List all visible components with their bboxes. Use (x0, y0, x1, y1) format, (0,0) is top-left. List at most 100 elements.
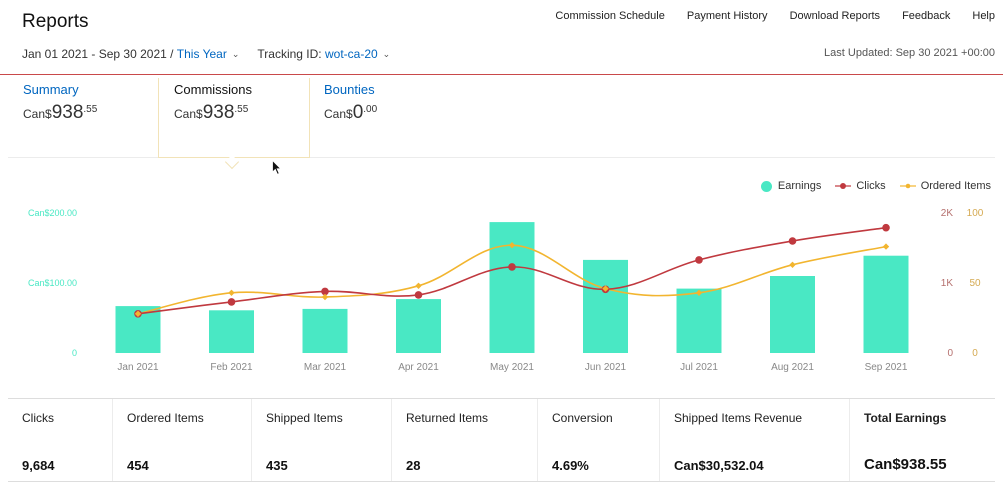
x-axis-tick-label: Mar 2021 (304, 362, 347, 373)
period-dropdown[interactable]: This Year (176, 47, 227, 61)
ordered-items-point (228, 289, 235, 296)
stat-label: Returned Items (406, 411, 489, 425)
clicks-point (695, 256, 703, 264)
amount-whole: 938 (202, 102, 235, 123)
stat-returned-items: Returned Items 28 (392, 399, 538, 481)
amount-cents: .00 (363, 104, 378, 115)
currency-prefix: Can$ (23, 107, 52, 121)
legend-ordered-items-label: Ordered Items (920, 180, 991, 192)
page-title: Reports (22, 11, 89, 32)
legend-earnings-label: Earnings (777, 180, 822, 192)
nav-payment-history[interactable]: Payment History (686, 10, 768, 22)
x-axis-tick-label: Jun 2021 (585, 362, 627, 373)
commissions-value: Can$ 938 .55 (174, 102, 252, 124)
earnings-bar (302, 308, 348, 353)
clicks-point (321, 287, 329, 296)
clicks-line-icon (835, 183, 852, 189)
legend-earnings[interactable]: Earnings (760, 180, 822, 192)
last-updated-text: Last Updated: Sep 30 2021 +00:00 (824, 47, 995, 59)
commissions-label[interactable]: Commissions (174, 82, 253, 97)
tracking-id-label: Tracking ID: (257, 47, 322, 61)
earnings-bar (396, 299, 441, 353)
clicks-point (227, 298, 236, 306)
stat-value: Can$938.55 (864, 456, 947, 473)
top-navigation: Commission Schedule Payment History Down… (544, 9, 995, 23)
clicks-point (882, 223, 890, 232)
tracking-id-dropdown[interactable]: wot-ca-20 (324, 47, 378, 61)
chevron-down-icon[interactable]: ⌄ (382, 48, 391, 59)
legend-clicks-label: Clicks (856, 180, 886, 192)
stat-value: 9,684 (22, 458, 55, 473)
nav-feedback[interactable]: Feedback (902, 10, 951, 22)
y-right-ordered-tick-label: 0 (972, 348, 978, 359)
legend-ordered-items[interactable]: Ordered Items (899, 180, 991, 192)
y-right-clicks-tick-label: 2K (941, 208, 954, 219)
bounties-label[interactable]: Bounties (324, 82, 375, 97)
nav-help[interactable]: Help (972, 10, 995, 22)
ordered-items-point (789, 261, 796, 268)
stats-summary-row: Clicks 9,684 Ordered Items 454 Shipped I… (8, 398, 995, 482)
amount-whole: 0 (352, 102, 364, 123)
y-left-tick-label: Can$100.00 (28, 278, 77, 288)
stat-value: Can$30,532.04 (674, 458, 764, 473)
earnings-bar (583, 259, 628, 353)
stat-label: Clicks (22, 411, 54, 425)
earnings-chart: 0 Can$100.00 Can$200.00 0 1K 2K 0 50 100 Jan 2021… (28, 208, 984, 373)
stat-value: 4.69% (552, 458, 589, 473)
ordered-items-point (321, 293, 329, 301)
ordered-items-point (882, 243, 890, 250)
chevron-down-icon[interactable]: ⌄ (231, 48, 240, 59)
mouse-cursor-icon (272, 160, 282, 175)
earnings-bar (209, 310, 254, 353)
commissions-tab[interactable]: Commissions Can$ 938 .55 (174, 82, 252, 124)
y-left-tick-label: Can$200.00 (28, 208, 77, 218)
nav-commission-schedule[interactable]: Commission Schedule (555, 10, 665, 22)
summary-tab[interactable]: Summary Can$ 938 .55 (23, 82, 97, 124)
earnings-bar (676, 288, 722, 353)
stat-label: Shipped Items Revenue (674, 411, 803, 425)
y-left-tick-label: 0 (72, 348, 77, 358)
x-axis-tick-label: Aug 2021 (771, 362, 814, 373)
earnings-bar (770, 276, 815, 353)
nav-download-reports[interactable]: Download Reports (789, 10, 881, 22)
x-axis-tick-label: May 2021 (490, 362, 534, 373)
stat-label: Ordered Items (127, 411, 204, 425)
clicks-point (508, 263, 516, 271)
y-right-clicks-tick-label: 1K (941, 278, 954, 289)
stat-ordered-items: Ordered Items 454 (113, 399, 252, 481)
earnings-bar (863, 255, 909, 353)
earnings-swatch-icon (760, 180, 772, 192)
bounties-value: Can$ 0 .00 (324, 102, 377, 124)
ordered-items-point (415, 282, 422, 289)
y-right-clicks-tick-label: 0 (947, 348, 953, 359)
bounties-tab[interactable]: Bounties Can$ 0 .00 (324, 82, 377, 124)
y-right-ordered-tick-label: 100 (967, 208, 984, 219)
stat-label: Total Earnings (864, 411, 947, 425)
x-axis-tick-label: Jan 2021 (117, 362, 159, 373)
x-axis-tick-label: Feb 2021 (210, 362, 253, 373)
stat-label: Shipped Items (266, 411, 343, 425)
report-filters: Jan 01 2021 - Sep 30 2021 / This Year ⌄ … (22, 47, 408, 61)
y-right-ordered-tick-label: 50 (969, 278, 981, 289)
stat-shipped-items: Shipped Items 435 (252, 399, 392, 481)
ordered-items-line-icon (899, 183, 916, 189)
ordered-items-point (602, 285, 609, 292)
x-axis-tick-label: Apr 2021 (398, 362, 439, 373)
earnings-bar (489, 222, 535, 353)
legend-clicks[interactable]: Clicks (835, 180, 886, 192)
ordered-items-point (695, 289, 703, 296)
clicks-point (788, 237, 797, 245)
ordered-items-point (134, 310, 142, 317)
currency-prefix: Can$ (174, 107, 203, 121)
header-divider (0, 74, 1003, 75)
currency-prefix: Can$ (324, 107, 353, 121)
x-axis-tick-label: Sep 2021 (865, 362, 908, 373)
summary-label[interactable]: Summary (23, 82, 79, 97)
clicks-point (414, 291, 423, 299)
summary-tabs: Summary Can$ 938 .55 Commissions Can$ 93… (8, 78, 995, 170)
summary-value: Can$ 938 .55 (23, 102, 97, 124)
stat-conversion: Conversion 4.69% (538, 399, 660, 481)
x-axis-tick-label: Jul 2021 (680, 362, 718, 373)
amount-cents: .55 (234, 104, 249, 115)
chart-legend: Earnings Clicks Ordered Items (747, 180, 991, 192)
